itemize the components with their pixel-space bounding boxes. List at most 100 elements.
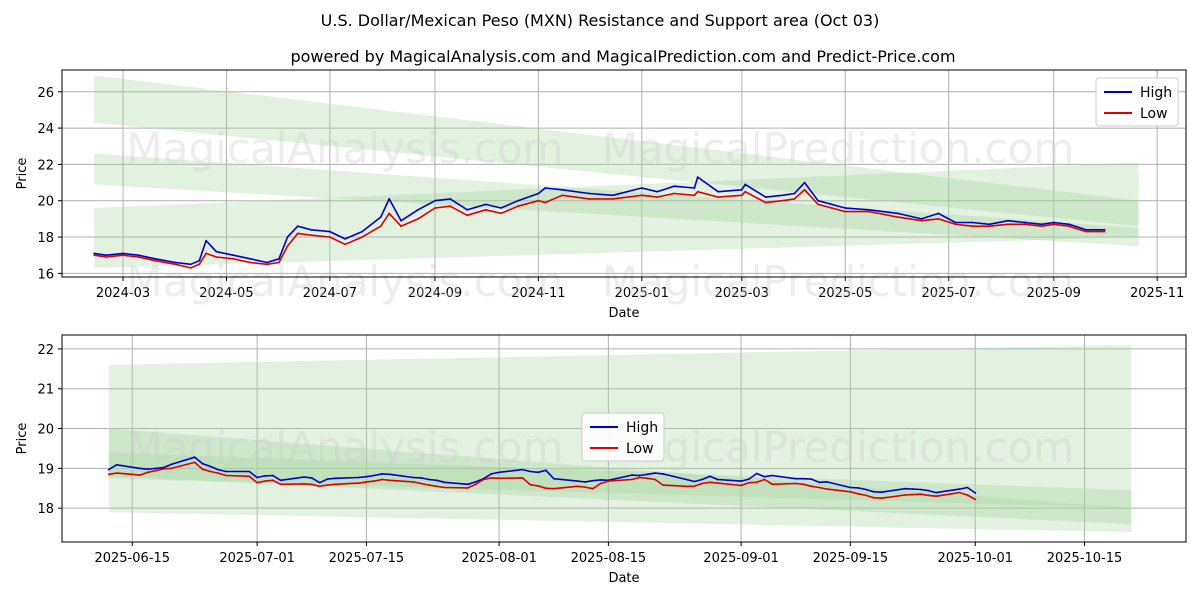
data-point-high (443, 481, 446, 484)
data-point-low (428, 484, 430, 486)
data-point-high (988, 223, 991, 226)
data-point-low (612, 198, 614, 200)
y-tick-label: 22 (37, 343, 54, 358)
y-tick-label: 18 (37, 231, 54, 246)
data-point-high (357, 476, 360, 479)
legend-label-high: High (626, 420, 658, 436)
data-point-low (607, 480, 610, 482)
data-point-low (209, 470, 212, 473)
legend-label-low: Low (1140, 106, 1168, 122)
plot-frame (61, 69, 1187, 278)
data-point-high (826, 481, 828, 483)
series-line-low (108, 461, 976, 501)
x-tick-label: 2025-08-15 (571, 551, 647, 566)
x-tick-label: 2025-09 (1027, 286, 1081, 301)
watermark-text: MagicalPrediction.com (602, 257, 1075, 306)
data-point-high (147, 468, 149, 471)
plot-frame (61, 334, 1187, 543)
data-point-low (361, 236, 363, 239)
x-axis-label: Date (608, 571, 639, 586)
data-point-low (974, 498, 977, 501)
data-point-high (1068, 223, 1070, 226)
data-point-high (467, 483, 469, 486)
data-point-high (498, 471, 500, 474)
x-tick-label: 2025-08-01 (461, 551, 537, 566)
data-point-high (685, 478, 688, 481)
data-point-high (693, 187, 696, 189)
x-tick-label: 2025-06-15 (94, 551, 170, 566)
data-point-high (174, 261, 177, 264)
data-point-high (748, 478, 750, 480)
x-tick-label: 2025-07 (921, 286, 975, 301)
data-point-high (115, 463, 118, 466)
data-point-low (630, 478, 633, 481)
data-point-low (588, 198, 591, 200)
resistance-support-band (94, 75, 1139, 227)
data-point-low (868, 210, 870, 213)
data-point-low (310, 483, 313, 486)
data-point-high (927, 489, 930, 492)
data-point-high (810, 478, 813, 480)
x-tick-label: 2024-09 (408, 286, 462, 301)
data-point-low (1052, 223, 1055, 226)
x-tick-label: 2025-09-15 (813, 551, 889, 566)
data-point-low (817, 203, 819, 206)
y-tick-label: 22 (37, 158, 54, 173)
resistance-support-band (94, 153, 1139, 247)
data-point-high (201, 462, 204, 465)
data-point-high (193, 456, 196, 459)
data-point-high (561, 188, 563, 191)
data-point-low (954, 223, 957, 226)
data-point-high (638, 474, 641, 477)
x-tick-label: 2024-07 (303, 286, 357, 301)
legend-label-low: Low (626, 441, 654, 457)
data-point-low (880, 497, 883, 500)
data-point-high (249, 257, 252, 260)
data-point-high (937, 212, 940, 215)
data-point-high (334, 477, 337, 480)
data-point-high (279, 479, 282, 482)
data-point-low (544, 201, 547, 204)
data-point-high (958, 488, 961, 490)
data-point-high (771, 474, 774, 477)
y-tick-label: 20 (37, 423, 54, 438)
data-point-high (381, 473, 383, 475)
data-point-high (612, 194, 614, 197)
data-point-high (420, 477, 422, 479)
data-point-low (529, 483, 532, 486)
data-point-high (818, 481, 820, 484)
data-point-low (296, 232, 299, 235)
data-point-low (154, 259, 157, 262)
data-point-high (417, 208, 419, 211)
data-point-low (139, 474, 142, 476)
data-point-high (896, 212, 899, 215)
data-point-low (717, 196, 719, 199)
data-point-low (225, 474, 227, 477)
data-point-low (576, 485, 579, 488)
x-tick-label: 2025-10-15 (1047, 551, 1123, 566)
data-point-low (793, 198, 796, 200)
resistance-support-band (108, 428, 1132, 525)
data-point-low (93, 254, 96, 257)
data-point-low (537, 199, 540, 202)
data-point-low (740, 484, 742, 487)
data-point-high (920, 218, 923, 220)
data-point-high (361, 230, 363, 233)
data-point-high (318, 481, 321, 484)
data-point-high (466, 208, 469, 211)
data-point-low (443, 486, 446, 489)
data-point-low (591, 487, 594, 490)
data-point-high (794, 477, 797, 480)
data-point-high (919, 488, 922, 491)
x-tick-label: 2025-10-01 (937, 551, 1013, 566)
data-point-high (1085, 228, 1087, 231)
data-point-low (388, 212, 391, 215)
data-point-high (693, 480, 696, 483)
data-point-high (326, 478, 329, 480)
data-point-low (872, 496, 875, 499)
data-point-high (303, 476, 305, 478)
y-tick-label: 16 (37, 267, 54, 282)
data-point-high (954, 221, 957, 224)
data-point-low (215, 256, 218, 258)
